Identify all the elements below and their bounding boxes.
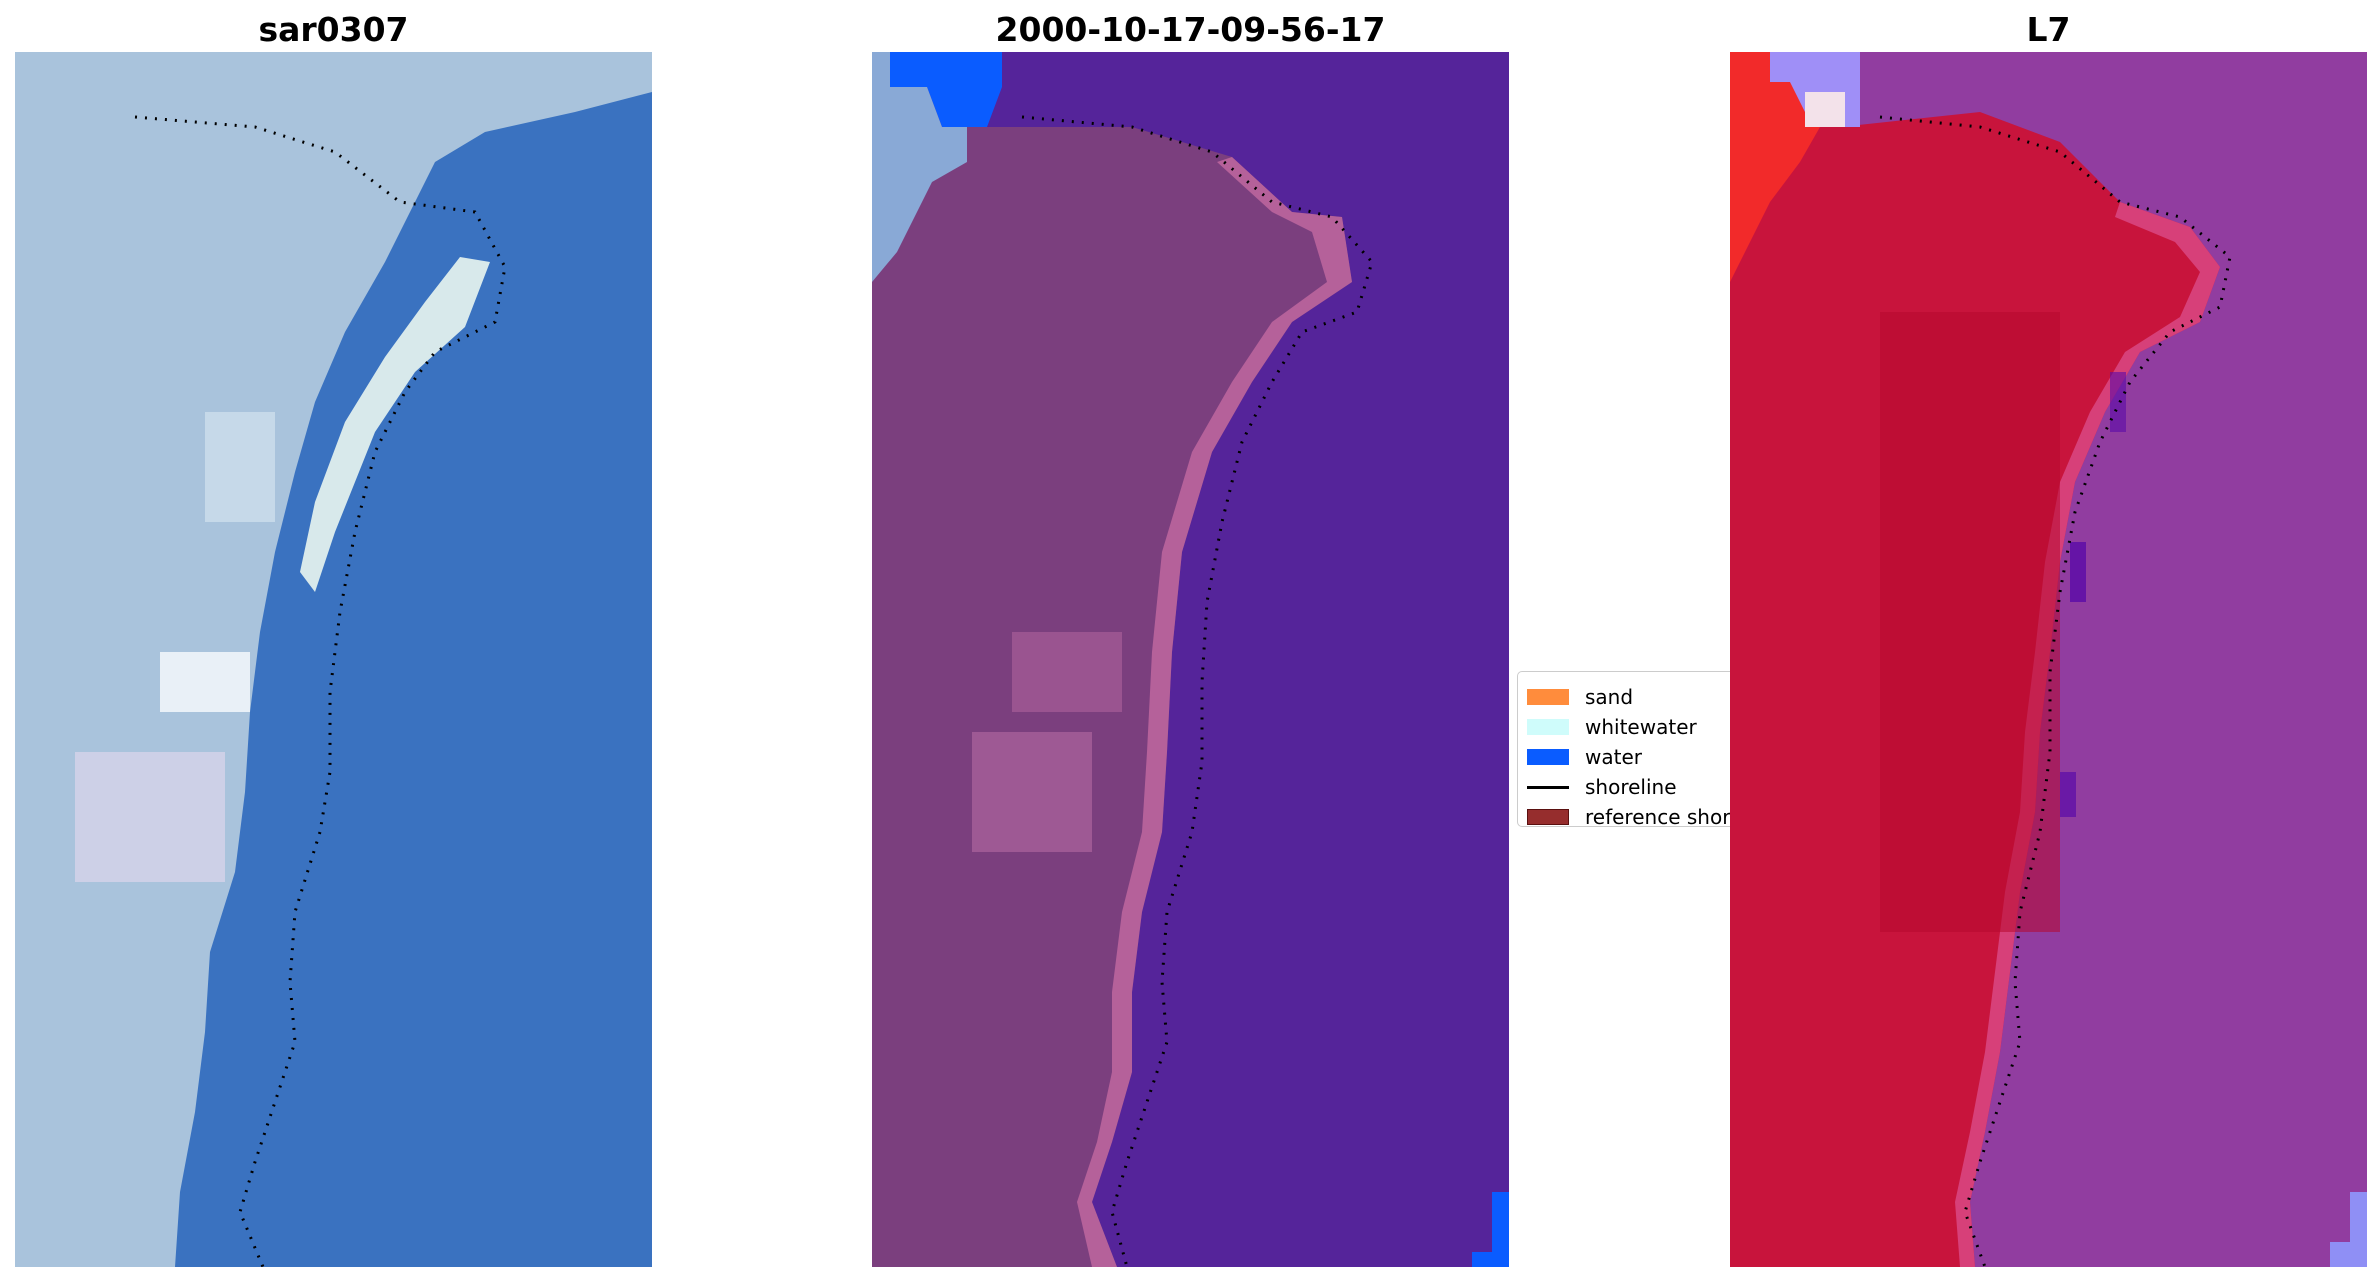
legend-swatch-sand xyxy=(1527,689,1569,705)
dark-purple-streak-3 xyxy=(2110,372,2126,432)
land-area xyxy=(15,52,652,1267)
legend: sand whitewater water shoreline referenc… xyxy=(1517,671,1739,827)
legend-swatch-water xyxy=(1527,749,1569,765)
pink-patch xyxy=(75,752,225,882)
panel-title-date: 2000-10-17-09-56-17 xyxy=(995,10,1386,49)
panel-title-satellite: L7 xyxy=(2026,10,2071,49)
beach-band xyxy=(1077,157,1352,1267)
whitewater-corner xyxy=(872,52,967,282)
legend-item-whitewater: whitewater xyxy=(1518,712,1738,742)
bright-patch xyxy=(160,652,250,712)
water-class-top-left xyxy=(890,52,1002,127)
legend-label-water: water xyxy=(1585,745,1642,769)
legend-label-whitewater: whitewater xyxy=(1585,715,1697,739)
false-color-image-panel xyxy=(1730,52,2367,1267)
legend-label-shoreline: shoreline xyxy=(1585,775,1677,799)
pink-patch xyxy=(1012,632,1122,712)
legend-item-shoreline: shoreline xyxy=(1518,772,1738,802)
white-spot xyxy=(1805,92,1845,127)
legend-item-water: water xyxy=(1518,742,1738,772)
blue-corner-bottom-right xyxy=(2330,1192,2367,1267)
water-class-bottom-right xyxy=(1472,1192,1509,1267)
classified-image-panel xyxy=(872,52,1509,1267)
bright-red-corner xyxy=(1730,52,1820,282)
rgb-image-panel xyxy=(15,52,652,1267)
panel-title-image-name: sar0307 xyxy=(258,10,409,49)
pink-patch-2 xyxy=(972,732,1092,852)
false-color-panel-wrapper xyxy=(1730,52,2367,1267)
legend-item-sand: sand xyxy=(1518,682,1738,712)
pale-patch xyxy=(205,412,275,522)
shoreline-dotted xyxy=(1879,115,2232,1267)
legend-line-shoreline xyxy=(1527,785,1569,789)
beach-strip xyxy=(300,257,490,592)
dark-purple-streak-2 xyxy=(2060,772,2076,817)
dark-purple-streak xyxy=(2070,542,2086,602)
legend-swatch-whitewater xyxy=(1527,719,1569,735)
legend-label-reference-shoreline: reference shoreline xyxy=(1585,805,1738,827)
legend-item-reference-shoreline: reference shoreline xyxy=(1518,802,1738,827)
shoreline-dotted xyxy=(1021,115,1374,1267)
beach-band xyxy=(1955,202,2220,1267)
legend-label-sand: sand xyxy=(1585,685,1634,709)
legend-swatch-reference-shoreline xyxy=(1527,809,1569,825)
dark-land-core xyxy=(1880,312,2060,932)
